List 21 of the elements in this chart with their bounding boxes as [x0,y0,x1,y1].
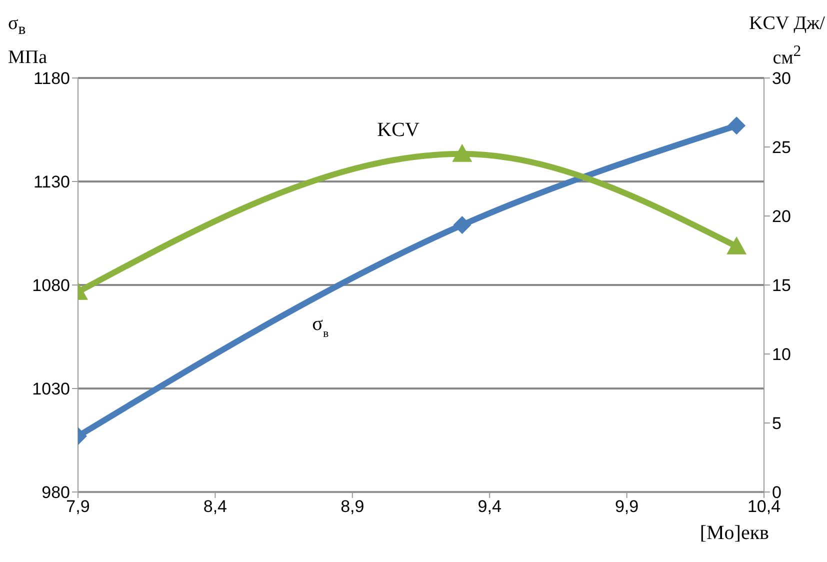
y2-tick-label: 5 [772,414,782,434]
x-tick-label: 8,4 [203,497,228,516]
y2-tick-label: 10 [772,345,791,364]
y-tick-label: 1080 [32,276,70,296]
x-tick-label: 9,4 [478,497,502,516]
y2-axis-title: KCV Дж/см$^{2}$ [749,13,825,68]
y2-tick-label: 25 [772,138,791,158]
y-tick-label: 1130 [33,172,70,192]
y-axis-title: σ$_{в}$ МПа [8,13,48,68]
y2-tick-label: 15 [772,276,791,296]
series-label: σ$_{в}$ [312,312,329,340]
y2-tick-label: 30 [772,69,791,88]
x-tick-label: 9,9 [614,497,639,516]
x-tick-label: 7,9 [66,497,90,516]
x-tick-label: 10,4 [747,497,781,516]
y-tick-label: 1030 [32,380,70,399]
x-axis-title: [Mo]екв [700,522,769,545]
y-tick-label: 1180 [33,69,70,88]
series-label: KCV [377,118,420,141]
x-tick-label: 8,9 [340,497,364,516]
y2-tick-label: 20 [772,207,791,226]
